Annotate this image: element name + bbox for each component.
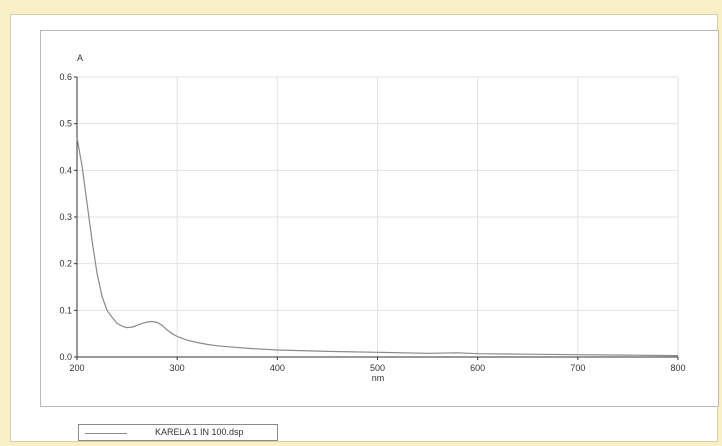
legend-swatch: [85, 433, 127, 434]
ticks: 0.0 0.1 0.2 0.3 0.4 0.5 0.6 200 300 400 500 600 700 8…: [59, 72, 685, 373]
grid: [77, 76, 679, 357]
series-layer: [76, 137, 679, 357]
y-tick-label: 0.1: [59, 305, 72, 315]
legend-label: KARELA 1 IN 100.dsp: [155, 427, 244, 437]
x-tick-label: 700: [570, 363, 585, 373]
y-tick-label: 0.0: [59, 352, 72, 362]
y-tick-label: 0.2: [59, 259, 72, 269]
y-tick-label: 0.6: [59, 72, 72, 82]
series-line: [76, 137, 679, 357]
y-tick-label: 0.3: [59, 212, 72, 222]
x-tick-label: 400: [270, 363, 285, 373]
x-tick-label: 800: [670, 363, 685, 373]
chart-frame: 0.0 0.1 0.2 0.3 0.4 0.5 0.6 200 300 400 500 600 700 8…: [40, 30, 719, 407]
legend: KARELA 1 IN 100.dsp: [78, 424, 278, 441]
y-tick-label: 0.5: [59, 119, 72, 129]
x-tick-label: 200: [69, 363, 84, 373]
x-tick-label: 600: [470, 363, 485, 373]
x-tick-label: 300: [170, 363, 185, 373]
y-tick-label: 0.4: [59, 165, 72, 175]
x-axis-title: nm: [372, 373, 385, 383]
spectrum-chart: 0.0 0.1 0.2 0.3 0.4 0.5 0.6 200 300 400 500 600 700 8…: [59, 53, 685, 383]
y-axis-title: A: [77, 53, 83, 63]
x-tick-label: 500: [370, 363, 385, 373]
